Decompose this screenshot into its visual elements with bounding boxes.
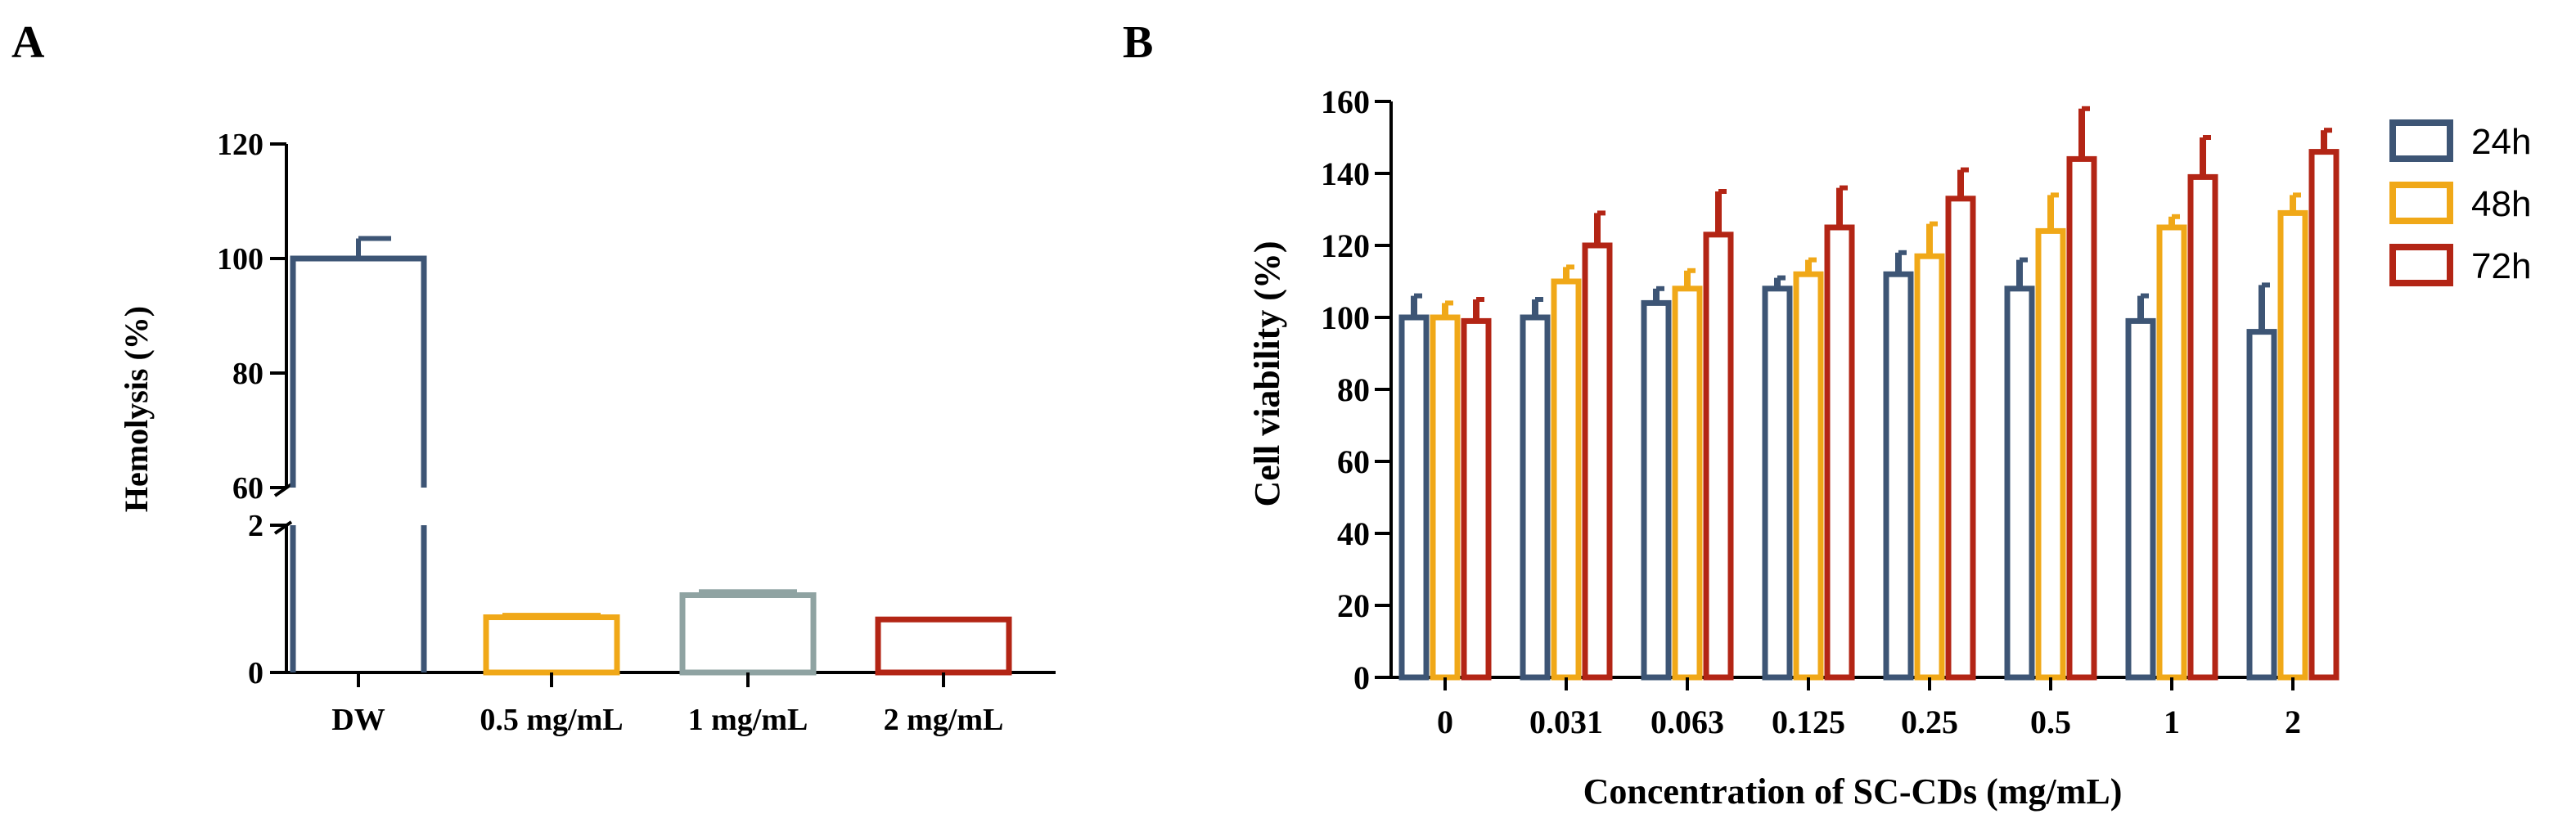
- legend-swatch-48h: [2389, 182, 2453, 224]
- x-tick-label: 0.25: [1901, 704, 1958, 740]
- bar-48h-0.031: [1551, 278, 1582, 681]
- x-tick-label: 0.5 mg/mL: [480, 703, 623, 737]
- bar-24h-0.125: [1762, 286, 1793, 681]
- x-tick-label: 0.031: [1529, 704, 1603, 740]
- legend: 24h 48h 72h: [2389, 119, 2531, 286]
- x-tick-label: 0.125: [1772, 704, 1845, 740]
- bar-72h-0.063: [1703, 232, 1734, 681]
- y-tick-label: 20: [1337, 587, 1370, 624]
- y-tick-label: 120: [1321, 227, 1370, 264]
- bar-72h-0.125: [1824, 224, 1855, 681]
- bar-24h-0.5: [2004, 286, 2035, 681]
- x-tick-label: 0.5: [2030, 704, 2071, 740]
- bar-lower-segment: [290, 525, 427, 672]
- y-tick-label: 160: [1321, 83, 1370, 120]
- x-tick-label: 1: [2164, 704, 2180, 740]
- bar-24h-1: [2125, 317, 2156, 681]
- bar-0-5-mg-ml: [483, 614, 620, 676]
- y-tick-label: 120: [217, 128, 263, 162]
- x-tick-label: DW: [331, 703, 385, 737]
- y-tick-label: 100: [217, 242, 263, 277]
- axis-break-mark: [273, 483, 293, 497]
- y-tick-label: 0: [248, 656, 263, 690]
- viability-x-axis-label: Concentration of SC-CDs (mg/mL): [1583, 771, 2123, 812]
- bar-24h-0: [1398, 314, 1430, 681]
- bar-72h-0: [1461, 317, 1492, 681]
- bar-72h-2: [2308, 149, 2340, 681]
- x-tick-label: 1 mg/mL: [688, 703, 808, 737]
- y-tick-label: 100: [1321, 299, 1370, 336]
- bar-48h-1: [2156, 224, 2187, 681]
- legend-swatch-72h: [2389, 244, 2453, 286]
- bar-48h-0.5: [2035, 227, 2066, 681]
- bar-48h-0.125: [1793, 271, 1824, 681]
- viability-y-axis-label: Cell viability (%): [1247, 241, 1287, 506]
- bar-72h-1: [2187, 173, 2218, 681]
- axis-break-mark: [273, 520, 293, 535]
- y-tick-label: 40: [1337, 515, 1370, 552]
- x-tick-label: 2 mg/mL: [884, 703, 1004, 737]
- y-tick-label: 0: [1353, 659, 1370, 696]
- bar-2-mg-ml: [875, 616, 1012, 676]
- y-tick-label: 60: [232, 471, 263, 506]
- error-bar: [502, 613, 601, 618]
- bar-24h-0.031: [1520, 314, 1551, 681]
- bar-48h-0.063: [1672, 286, 1703, 681]
- bar-1-mg-ml: [679, 592, 817, 676]
- hemolysis-chart: Hemolysis (%) 0 260 80 100 120 DW 0.5 mg/mL 1 m…: [118, 128, 1056, 737]
- bar-72h-0.5: [2066, 155, 2097, 681]
- y-tick-label: 80: [1337, 371, 1370, 408]
- x-tick-label: 0.063: [1651, 704, 1724, 740]
- bar-48h-0.25: [1914, 253, 1945, 681]
- legend-label-72h: 72h: [2471, 246, 2531, 286]
- legend-label-48h: 48h: [2471, 184, 2531, 224]
- hemolysis-y-axis-label: Hemolysis (%): [118, 306, 155, 512]
- bar-72h-0.031: [1582, 242, 1613, 681]
- y-tick-label: 140: [1321, 155, 1370, 192]
- y-tick-label: 2: [248, 509, 263, 543]
- bar-72h-0.25: [1945, 196, 1976, 681]
- legend-label-24h: 24h: [2471, 122, 2531, 162]
- bar-24h-2: [2246, 329, 2277, 681]
- error-bar: [699, 589, 797, 596]
- y-tick-label: 80: [232, 357, 263, 391]
- bar-24h-0.25: [1883, 271, 1914, 681]
- cell-viability-chart: Cell viability (%) Concentration of SC-C…: [1247, 83, 2340, 812]
- bar-24h-0.063: [1641, 299, 1672, 681]
- bar-48h-0: [1430, 314, 1461, 681]
- bar-dw: [290, 255, 427, 488]
- x-tick-label: 0: [1437, 704, 1453, 740]
- legend-swatch-24h: [2389, 119, 2453, 162]
- bar-48h-2: [2277, 209, 2308, 681]
- panel-label-b: B: [1123, 17, 1153, 68]
- x-tick-label: 2: [2285, 704, 2301, 740]
- y-tick-label: 60: [1337, 443, 1370, 480]
- panel-label-a: A: [11, 17, 45, 68]
